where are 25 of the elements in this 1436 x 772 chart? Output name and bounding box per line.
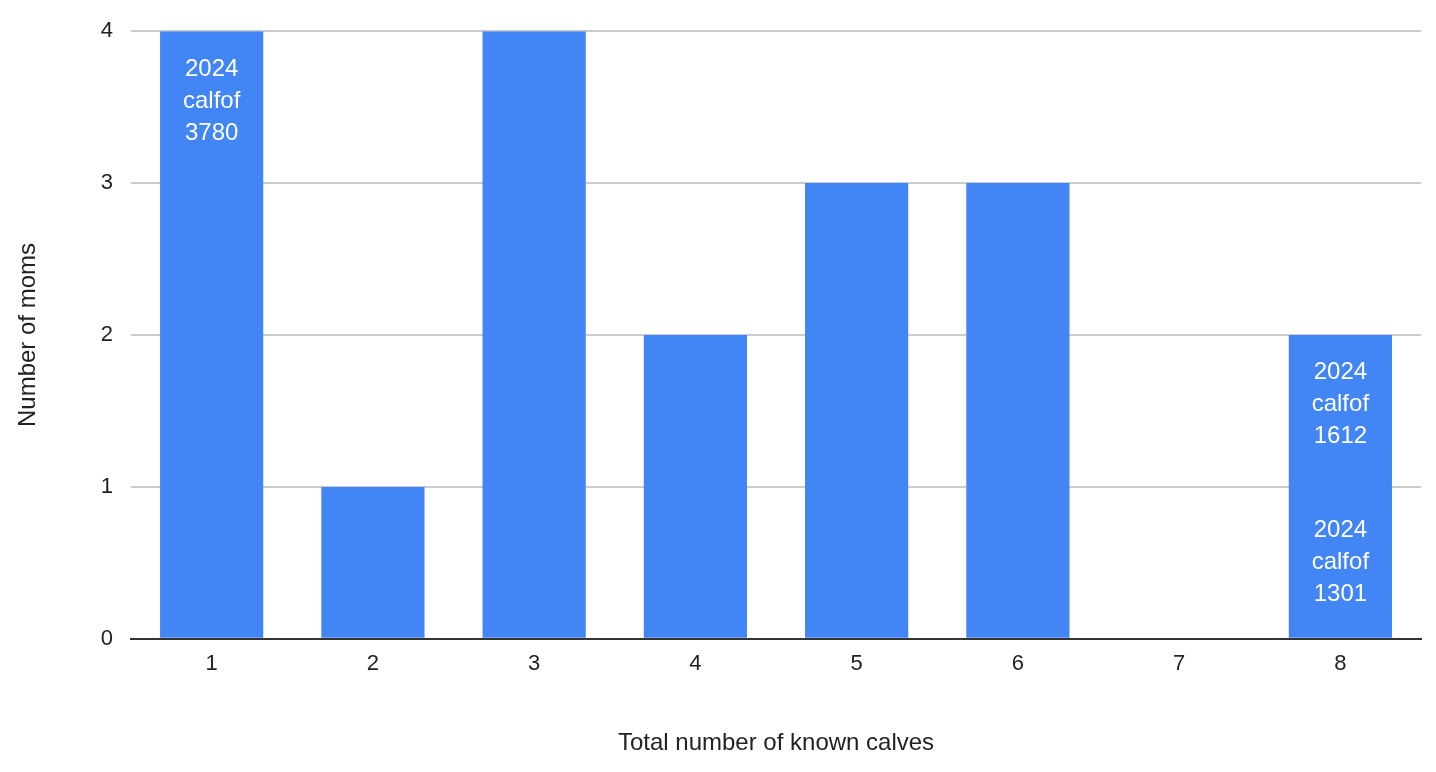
- x-tick-label: 2: [366, 650, 380, 676]
- x-tick-label: 4: [689, 650, 702, 676]
- bar: [321, 486, 425, 638]
- bar: [1288, 335, 1392, 638]
- x-tick-label: 5: [850, 650, 863, 676]
- y-tick-label: 1: [100, 472, 114, 498]
- x-tick-label: 8: [1334, 650, 1347, 676]
- bar: [482, 31, 586, 638]
- bar: [966, 183, 1070, 638]
- bar: [805, 183, 909, 638]
- y-tick-label: 2: [100, 321, 114, 347]
- x-tick-label: 6: [1011, 650, 1025, 676]
- bar: [160, 31, 264, 638]
- x-axis-title: Total number of known calves: [617, 728, 935, 756]
- annotation: 2024 calfof 1301: [1311, 514, 1370, 606]
- x-tick-label: 3: [528, 650, 541, 676]
- y-tick-label: 4: [100, 17, 114, 43]
- x-tick-label: 7: [1173, 650, 1186, 676]
- x-tick-label: 1: [205, 650, 218, 676]
- y-tick-label: 3: [100, 169, 114, 195]
- bar: [643, 335, 747, 638]
- y-axis-title: Number of moms: [13, 242, 41, 428]
- annotation: 2024 calfof 3780: [182, 53, 241, 145]
- y-tick-label: 0: [100, 624, 114, 650]
- annotation: 2024 calfof 1612: [1311, 357, 1370, 449]
